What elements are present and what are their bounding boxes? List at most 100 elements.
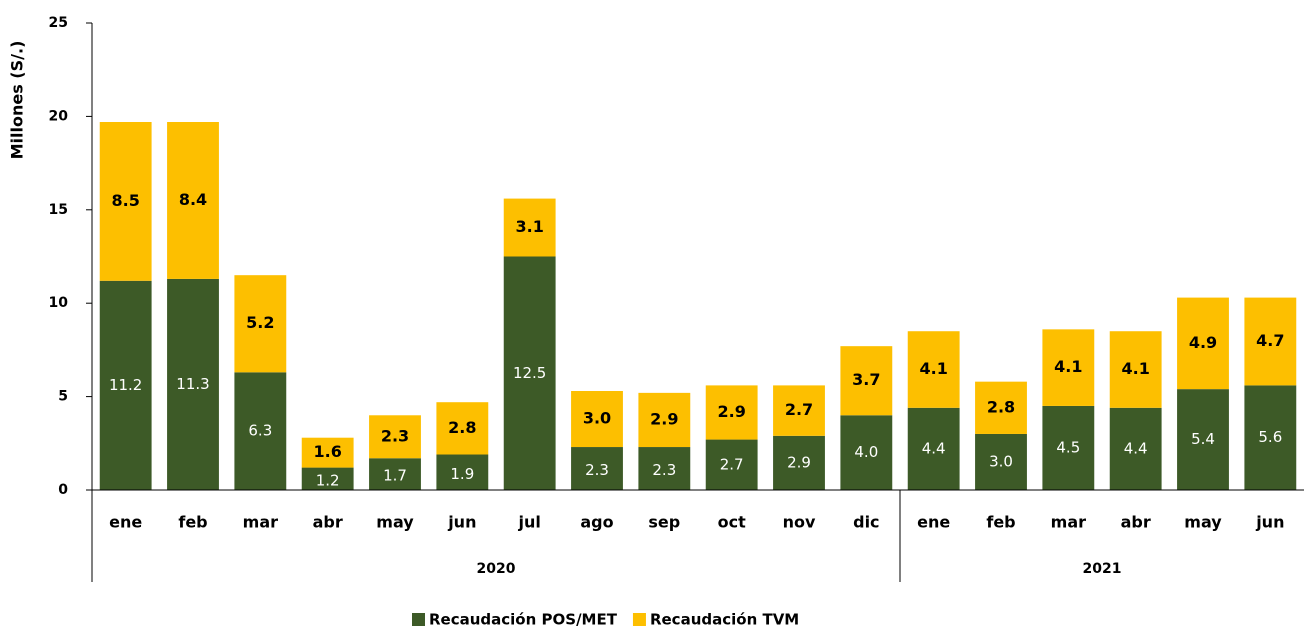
bar-segment xyxy=(436,402,489,455)
bar-segment xyxy=(503,256,556,490)
value-label: 6.3 xyxy=(248,422,272,440)
value-label: 2.7 xyxy=(720,455,744,473)
bar-segment xyxy=(99,280,152,490)
value-label: 5.2 xyxy=(246,313,274,332)
value-label: 2.3 xyxy=(652,461,676,479)
x-tick-label: sep xyxy=(648,513,680,532)
bar-segment xyxy=(1109,331,1162,408)
value-label: 2.8 xyxy=(448,418,476,437)
value-label: 2.8 xyxy=(987,397,1015,416)
value-label: 12.5 xyxy=(513,364,546,382)
bar-segment xyxy=(369,458,421,490)
y-tick-label: 0 xyxy=(58,482,68,498)
x-tick-label: abr xyxy=(313,513,343,532)
bar-segment xyxy=(840,415,893,490)
x-tick-label: may xyxy=(376,513,414,532)
bar-segment xyxy=(99,122,152,281)
value-label: 2.9 xyxy=(787,453,811,471)
bar-segment xyxy=(571,390,623,448)
bar-segment xyxy=(907,407,960,490)
y-tick-label: 10 xyxy=(49,295,69,311)
legend-label: Recaudación TVM xyxy=(650,611,799,629)
bar-segment xyxy=(1177,297,1229,390)
value-label: 2.3 xyxy=(585,461,609,479)
value-label: 1.7 xyxy=(383,467,407,485)
bar-segment xyxy=(907,331,960,408)
bar-segment xyxy=(234,275,287,373)
value-label: 3.0 xyxy=(583,409,611,428)
value-label: 4.5 xyxy=(1056,438,1080,456)
value-label: 3.7 xyxy=(852,370,880,389)
x-tick-label: may xyxy=(1184,513,1222,532)
bar-segment xyxy=(1109,407,1162,490)
bar-segment xyxy=(1244,297,1297,386)
bar-segment xyxy=(773,385,825,436)
group-label: 2020 xyxy=(477,561,516,577)
legend-swatch xyxy=(412,613,425,626)
bar-segment xyxy=(301,467,354,490)
legend-swatch xyxy=(632,613,646,626)
bar-segment xyxy=(705,385,758,440)
value-label: 4.4 xyxy=(1124,439,1148,457)
value-label: 4.4 xyxy=(922,439,946,457)
x-tick-label: ene xyxy=(109,513,142,532)
y-axis-title: Millones (S/.) xyxy=(8,41,27,160)
value-label: 1.9 xyxy=(450,465,474,483)
value-label: 4.1 xyxy=(1054,357,1082,376)
bar-segment xyxy=(1042,329,1095,406)
y-tick-label: 20 xyxy=(49,108,69,124)
value-label: 11.3 xyxy=(176,375,209,393)
value-label: 4.7 xyxy=(1256,331,1284,350)
x-tick-label: jun xyxy=(447,513,476,532)
x-tick-label: mar xyxy=(243,513,278,532)
bar-segment xyxy=(975,381,1027,434)
value-label: 4.0 xyxy=(854,443,878,461)
bar-segment xyxy=(234,372,287,490)
y-tick-label: 25 xyxy=(49,15,68,31)
x-tick-label: feb xyxy=(986,513,1015,532)
y-tick-label: 15 xyxy=(49,202,68,218)
bar-segment xyxy=(773,435,825,490)
value-label: 4.1 xyxy=(919,359,947,378)
bar-segment xyxy=(1177,389,1229,490)
value-label: 2.9 xyxy=(650,409,678,428)
value-label: 2.7 xyxy=(785,400,813,419)
bar-segment xyxy=(1244,385,1297,490)
value-label: 1.2 xyxy=(316,471,340,489)
bar-segment xyxy=(638,447,691,490)
bar-segment xyxy=(975,433,1027,490)
value-label: 1.6 xyxy=(313,442,341,461)
value-label: 3.0 xyxy=(989,452,1013,470)
x-tick-label: jul xyxy=(517,513,540,532)
bar-segment xyxy=(840,346,893,416)
legend-label: Recaudación POS/MET xyxy=(429,611,618,629)
group-label: 2021 xyxy=(1083,561,1122,577)
x-tick-label: dic xyxy=(853,513,879,532)
bar-segment xyxy=(503,198,556,257)
x-tick-label: jun xyxy=(1255,513,1284,532)
bar-segment xyxy=(369,415,421,459)
value-label: 11.2 xyxy=(109,376,142,394)
bar-segment xyxy=(705,439,758,490)
bar-segment xyxy=(1042,405,1095,490)
y-tick-label: 5 xyxy=(58,389,68,405)
value-label: 4.9 xyxy=(1189,333,1217,352)
value-label: 5.4 xyxy=(1191,430,1215,448)
value-label: 2.9 xyxy=(717,402,745,421)
x-tick-label: ago xyxy=(580,513,613,532)
bar-segment xyxy=(167,122,219,279)
x-tick-label: abr xyxy=(1121,513,1151,532)
x-tick-label: mar xyxy=(1051,513,1086,532)
x-tick-label: feb xyxy=(178,513,207,532)
x-tick-label: ene xyxy=(917,513,950,532)
value-label: 8.5 xyxy=(111,191,139,210)
value-label: 3.1 xyxy=(515,217,543,236)
value-label: 5.6 xyxy=(1258,428,1282,446)
bar-segment xyxy=(571,447,623,490)
bar-segment xyxy=(167,278,219,490)
x-tick-label: nov xyxy=(783,513,816,532)
bar-segment xyxy=(436,454,489,490)
x-tick-label: oct xyxy=(718,513,746,532)
value-label: 8.4 xyxy=(179,190,207,209)
